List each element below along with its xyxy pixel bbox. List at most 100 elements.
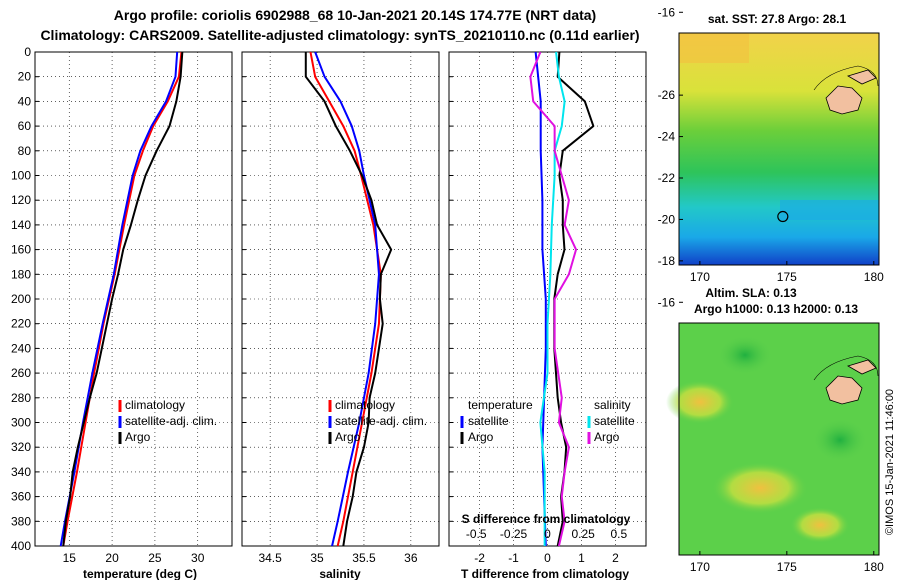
map-y-tick-label: -20: [658, 212, 676, 226]
t-difference-xlabel: T difference from climatology: [461, 567, 629, 580]
y-tick-label: 360: [11, 490, 31, 504]
y-tick-label: 380: [11, 514, 31, 528]
legend-climatology-label: climatology: [125, 398, 185, 412]
difference-panel: -2 -1 0 1 2 -0.5 -0.25 0 0.25 0.5 T difference fr…: [448, 51, 647, 580]
legend-satellite-label: satellite-adj. clim.: [125, 414, 217, 428]
map-x-tick-label: 175: [777, 270, 797, 284]
sla-map-frame: [678, 322, 880, 556]
sst-island-viti-levu: [825, 85, 863, 115]
salinity-xlabel: salinity: [319, 567, 361, 580]
x-tick-label: 34.5: [258, 551, 282, 565]
sst-map-frame: [678, 32, 880, 266]
sla-reef-contour: [813, 355, 879, 381]
x-tick-label: -2: [474, 551, 485, 565]
x-tick-label: 36: [404, 551, 418, 565]
salinity-ticks: 34.5 35 35.5 36: [242, 51, 418, 565]
map-y-tick-label: -16: [658, 295, 676, 309]
difference-legend-temperature: temperature satellite Argo: [460, 398, 533, 444]
temperature-xlabel: temperature (deg C): [83, 567, 197, 580]
figure-title-line2: Climatology: CARS2009. Satellite-adjuste…: [40, 27, 639, 43]
series-line-argo: [62, 51, 184, 547]
y-tick-label: 80: [18, 144, 32, 158]
legend-climatology-label: climatology: [335, 398, 395, 412]
sla-high-anomaly-west: [666, 380, 734, 424]
map-y-tick-label: -24: [658, 130, 676, 144]
temperature-axes-frame: [34, 51, 233, 547]
y-tick-label: 0: [24, 45, 31, 59]
x-tick-label: -1: [508, 551, 519, 565]
temperature-series: [59, 51, 184, 547]
y-tick-label: 300: [11, 416, 31, 430]
sla-argo-location-marker: [777, 210, 789, 223]
s-diff-tick-label: -0.25: [500, 527, 528, 541]
salinity-series: [304, 51, 393, 547]
sla-island-viti-levu: [825, 375, 863, 405]
y-tick-label: 220: [11, 317, 31, 331]
salinity-panel: 34.5 35 35.5 36 salinity climatology satell…: [241, 51, 440, 580]
sst-island-vanua-levu: [846, 69, 877, 85]
x-tick-label: 25: [148, 551, 162, 565]
sst-cool-patch: [780, 200, 879, 220]
y-tick-label: 280: [11, 391, 31, 405]
y-tick-label: 400: [11, 539, 31, 553]
map-y-tick-label: -26: [658, 88, 676, 102]
map-x-tick-label: 170: [690, 560, 710, 574]
difference-grid: [449, 51, 646, 547]
sla-map-title: Altim. SLA: 0.13: [705, 286, 797, 300]
sla-map-ticks: 170 175 180 -16 -18 -20 -22 -24 -26: [658, 88, 884, 574]
s-diff-tick-label: 0: [544, 527, 551, 541]
sst-warm-patch: [679, 33, 749, 63]
sst-reef-contour: [813, 65, 879, 91]
y-tick-label: 260: [11, 366, 31, 380]
sla-high-anomaly-south: [712, 462, 808, 514]
x-tick-label: 35: [310, 551, 324, 565]
legend-t-satellite-label: satellite: [468, 414, 509, 428]
temperature-ticks: 15 20 25 3002040608010012014016018020022024…: [11, 45, 205, 565]
legend-s-satellite-label: satellite: [594, 414, 635, 428]
sla-map-subtitle: Argo h1000: 0.13 h2000: 0.13: [694, 302, 858, 316]
legend-t-argo-label: Argo: [468, 430, 494, 444]
sst-map-panel: sat. SST: 27.8 Argo: 28.1 170 175 180 -16 -1…: [658, 5, 884, 284]
map-y-tick-label: -16: [658, 5, 676, 19]
y-tick-label: 140: [11, 218, 31, 232]
y-tick-label: 340: [11, 465, 31, 479]
x-tick-label: 30: [191, 551, 205, 565]
temperature-legend: climatology satellite-adj. clim. Argo: [118, 398, 217, 444]
x-tick-label: 1: [578, 551, 585, 565]
series-line-argo: [304, 52, 393, 547]
s-diff-tick-label: 0.5: [610, 527, 627, 541]
s-difference-xlabel: S difference from climatology: [462, 512, 631, 526]
y-tick-label: 120: [11, 193, 31, 207]
y-tick-label: 60: [18, 119, 32, 133]
y-tick-label: 20: [18, 70, 32, 84]
map-y-tick-label: -22: [658, 171, 676, 185]
sla-low-anomaly-east: [812, 418, 868, 462]
series-line-satellite-adj-clim-: [314, 51, 380, 547]
salinity-legend: climatology satellite-adj. clim. Argo: [328, 398, 427, 444]
difference-legend-salinity: salinity satellite Argo: [587, 398, 635, 444]
s-diff-tick-label: -0.5: [466, 527, 487, 541]
y-tick-label: 200: [11, 292, 31, 306]
legend-s-argo-label: Argo: [594, 430, 620, 444]
map-x-tick-label: 170: [690, 270, 710, 284]
series-line-s-satellite: [539, 51, 566, 546]
series-line-s-argo: [529, 51, 578, 547]
x-tick-label: 20: [105, 551, 119, 565]
legend-argo-label: Argo: [125, 430, 151, 444]
difference-ticks: -2 -1 0 1 2 -0.5 -0.25 0 0.25 0.5: [449, 51, 627, 565]
series-line-satellite-adj-clim-: [59, 51, 179, 547]
sst-heatmap: [679, 33, 879, 265]
figure-title-line1: Argo profile: coriolis 6902988_68 10-Jan…: [114, 7, 596, 23]
legend-argo-label: Argo: [335, 430, 361, 444]
sla-high-anomaly-southeast: [790, 507, 850, 543]
x-tick-label: 15: [63, 551, 77, 565]
difference-series: [529, 51, 595, 547]
difference-axes-frame: [448, 51, 647, 547]
sst-map-title: sat. SST: 27.8 Argo: 28.1: [708, 12, 847, 26]
map-x-tick-label: 175: [777, 560, 797, 574]
s-diff-tick-label: 0.25: [571, 527, 595, 541]
x-tick-label: 0: [544, 551, 551, 565]
map-y-tick-label: -18: [658, 254, 676, 268]
legend-satellite-label: satellite-adj. clim.: [335, 414, 427, 428]
